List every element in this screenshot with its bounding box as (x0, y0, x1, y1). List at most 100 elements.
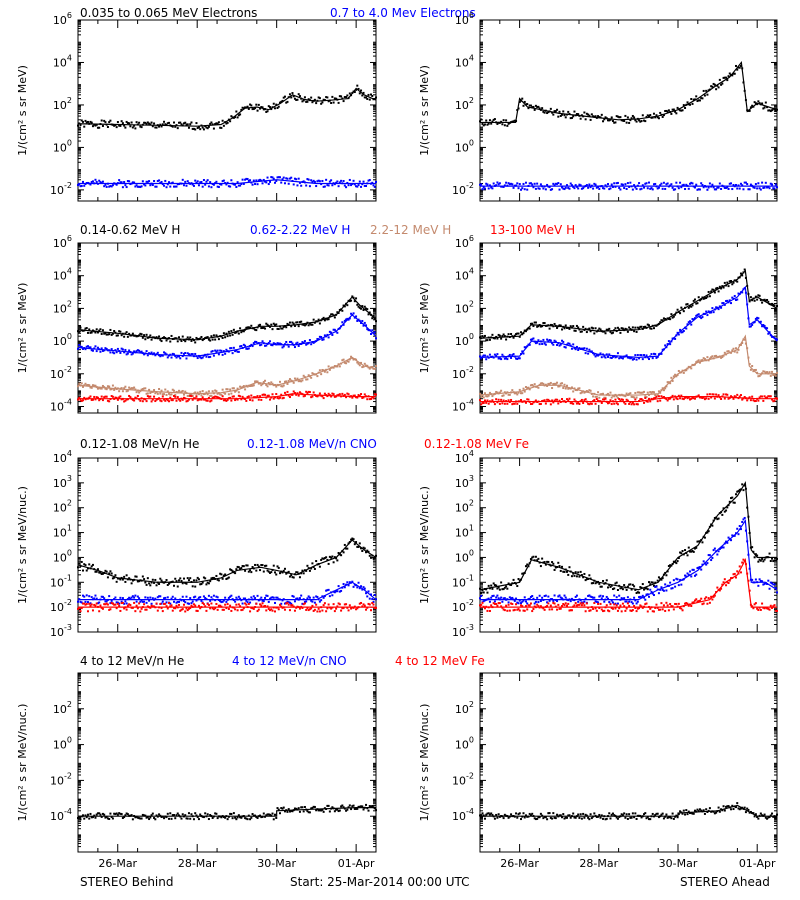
data-point (247, 107, 250, 110)
data-point (229, 568, 232, 571)
data-point (288, 177, 291, 180)
data-point (634, 326, 637, 329)
data-point (296, 321, 299, 324)
data-point (307, 390, 310, 393)
data-point (510, 182, 513, 185)
data-point (656, 187, 659, 190)
data-point (768, 109, 771, 112)
data-point (261, 326, 264, 329)
data-point (262, 393, 265, 396)
data-point (293, 377, 296, 380)
data-point (690, 367, 693, 370)
data-point (764, 181, 767, 184)
data-point (544, 343, 547, 346)
data-point (641, 391, 644, 394)
data-point (257, 324, 260, 327)
data-point (569, 182, 572, 185)
data-point (660, 182, 663, 185)
data-point (278, 342, 281, 345)
data-point (728, 182, 731, 185)
data-point (721, 302, 724, 305)
data-point (242, 565, 245, 568)
data-point (553, 339, 556, 342)
data-point (256, 563, 259, 566)
data-point (291, 92, 294, 95)
data-point (542, 110, 545, 113)
data-point (307, 374, 310, 377)
data-point (170, 604, 173, 607)
data-point (274, 323, 277, 326)
data-point (189, 393, 192, 396)
data-point (331, 333, 334, 336)
data-point (595, 186, 598, 189)
data-point (590, 350, 593, 353)
data-point (154, 597, 157, 600)
data-point (706, 295, 709, 298)
data-point (529, 403, 532, 406)
data-point (736, 351, 739, 354)
data-point (242, 607, 245, 610)
data-point (110, 185, 113, 188)
data-point (254, 563, 257, 566)
data-point (328, 315, 331, 318)
data-point (80, 399, 83, 402)
data-point (222, 332, 225, 335)
data-point (769, 395, 772, 398)
data-point (144, 398, 147, 401)
data-point (498, 402, 501, 405)
data-point (126, 604, 129, 607)
data-point (486, 123, 489, 126)
data-point (342, 304, 345, 307)
data-point (666, 182, 669, 185)
data-point (270, 108, 273, 111)
data-point (266, 110, 269, 113)
data-point (727, 285, 730, 288)
data-point (624, 114, 627, 117)
data-point (232, 387, 235, 390)
data-point (646, 588, 649, 591)
data-point (205, 336, 208, 339)
data-point (335, 181, 338, 184)
data-point (542, 187, 545, 190)
data-point (136, 595, 139, 598)
data-point (613, 402, 616, 405)
data-point (664, 344, 667, 347)
data-point (554, 340, 557, 343)
data-point (686, 554, 689, 557)
data-point (139, 186, 142, 189)
data-point (701, 541, 704, 544)
data-point (252, 327, 255, 330)
data-point (94, 398, 97, 401)
data-point (108, 572, 111, 575)
data-point (281, 327, 284, 330)
data-point (751, 104, 754, 107)
data-point (298, 321, 301, 324)
data-point (367, 93, 370, 96)
data-point (774, 308, 777, 311)
data-point (171, 580, 174, 583)
data-point (250, 324, 253, 327)
data-point (217, 396, 220, 399)
data-point (730, 279, 733, 282)
data-point (276, 342, 279, 345)
data-point (295, 178, 298, 181)
data-point (589, 402, 592, 405)
data-point (629, 119, 632, 122)
data-point (169, 396, 172, 399)
data-point (199, 596, 202, 599)
data-point (235, 331, 238, 334)
data-point (481, 355, 484, 358)
data-point (650, 391, 653, 394)
data-point (687, 365, 690, 368)
data-point (687, 546, 690, 549)
data-point (115, 607, 118, 610)
data-point (333, 97, 336, 100)
y-tick-label: 10-2 (50, 365, 72, 381)
data-point (185, 123, 188, 126)
data-point (286, 177, 289, 180)
data-point (125, 398, 128, 401)
data-point (361, 305, 364, 308)
data-point (588, 389, 591, 392)
data-point (549, 107, 552, 110)
data-point (96, 568, 99, 571)
